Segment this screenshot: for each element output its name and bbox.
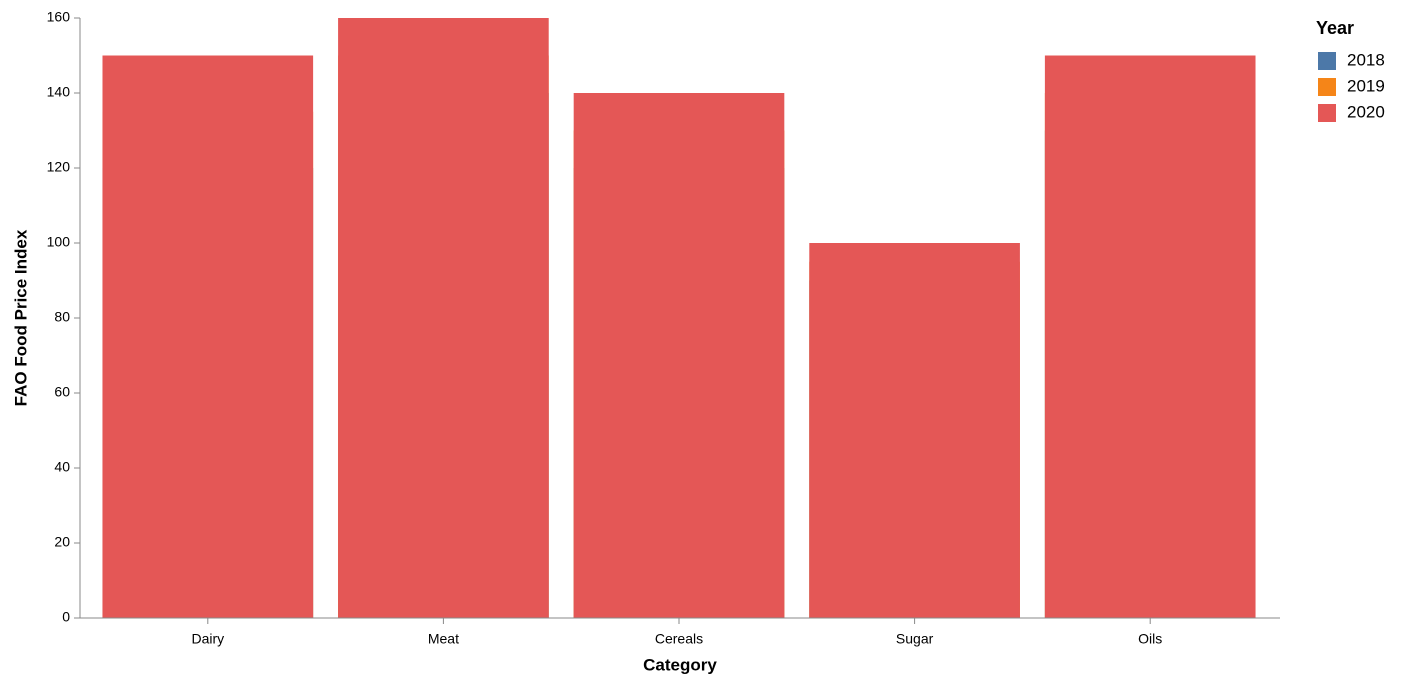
y-tick-label: 20	[54, 534, 70, 550]
legend-swatch	[1318, 104, 1336, 122]
y-tick-label: 120	[47, 159, 71, 175]
legend-label: 2020	[1347, 102, 1385, 121]
y-tick-label: 0	[62, 609, 70, 625]
x-tick-label: Sugar	[896, 631, 934, 647]
x-axis-title: Category	[643, 655, 717, 674]
legend-swatch	[1318, 52, 1336, 70]
y-tick-label: 60	[54, 384, 70, 400]
bar	[1044, 55, 1256, 618]
y-tick-label: 160	[47, 9, 71, 25]
bar	[102, 55, 314, 618]
y-tick-label: 40	[54, 459, 70, 475]
x-tick-label: Meat	[428, 631, 459, 647]
x-tick-label: Cereals	[655, 631, 703, 647]
y-tick-label: 80	[54, 309, 70, 325]
y-tick-label: 100	[47, 234, 71, 250]
legend-swatch	[1318, 78, 1336, 96]
bar	[338, 18, 549, 618]
bar	[809, 243, 1020, 618]
bar	[573, 93, 785, 618]
y-axis-title: FAO Food Price Index	[11, 229, 30, 406]
y-tick-label: 140	[47, 84, 71, 100]
x-tick-label: Oils	[1138, 631, 1162, 647]
legend-label: 2019	[1347, 76, 1385, 95]
legend-title: Year	[1316, 18, 1354, 38]
x-tick-label: Dairy	[191, 631, 224, 647]
legend-label: 2018	[1347, 50, 1385, 69]
